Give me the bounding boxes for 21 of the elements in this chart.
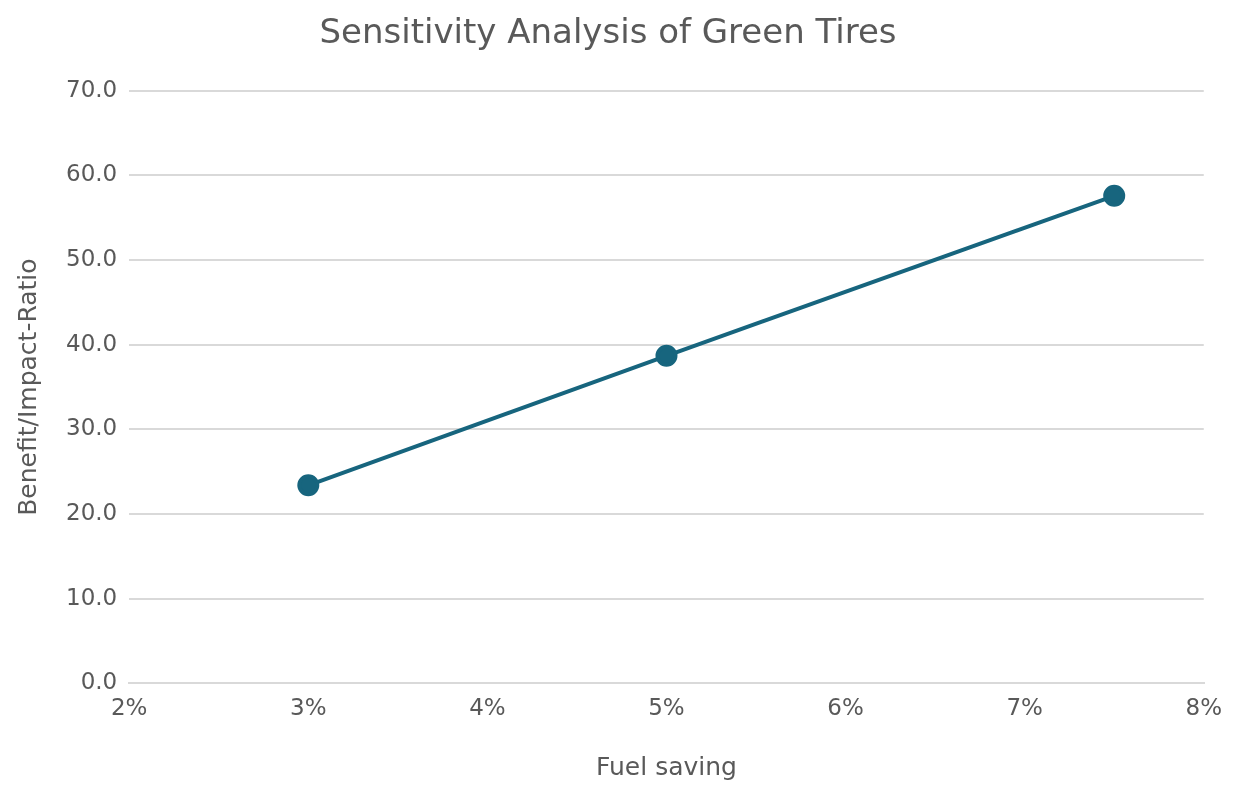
x-tick-label: 5%	[648, 694, 685, 721]
y-tick-label: 30.0	[65, 414, 118, 441]
x-tick-label: 6%	[827, 694, 864, 721]
x-tick-label: 4%	[469, 694, 506, 721]
chart-title: Sensitivity Analysis of Green Tires	[319, 11, 897, 52]
y-tick-label: 70.0	[65, 75, 118, 102]
point	[1103, 184, 1126, 207]
y-axis-title: Benefit/Impact-Ratio	[12, 258, 42, 516]
y-tick-label: 40.0	[65, 329, 118, 356]
x-tick-label: 3%	[290, 694, 327, 721]
point	[655, 344, 678, 367]
y-tick-label: 60.0	[65, 160, 118, 187]
point	[297, 474, 320, 497]
y-tick-label: 50.0	[65, 245, 118, 272]
x-tick-label: 8%	[1185, 694, 1223, 721]
y-tick-label: 10.0	[65, 583, 118, 610]
x-tick-label: 2%	[110, 694, 148, 721]
x-tick-label: 7%	[1006, 694, 1043, 721]
y-tick-label: 0.0	[80, 668, 118, 695]
y-tick-label: 20.0	[65, 499, 118, 526]
x-axis-title: Fuel saving	[596, 751, 737, 781]
